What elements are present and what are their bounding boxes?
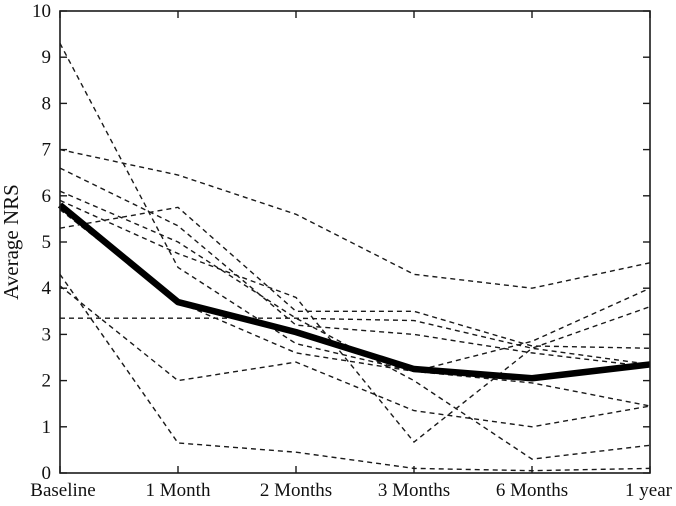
patient-line — [59, 199, 651, 444]
patient-line — [60, 317, 651, 366]
patient-line — [59, 167, 651, 368]
y-tick-label: 8 — [42, 93, 52, 114]
y-tick-label: 6 — [42, 186, 52, 207]
plot-border — [59, 10, 651, 474]
x-tick-label: 6 Months — [496, 480, 568, 501]
patient-line — [59, 206, 651, 349]
y-tick-label: 7 — [42, 140, 52, 161]
patient-line — [59, 273, 651, 472]
y-tick-label: 10 — [32, 1, 51, 22]
x-tick-label: Baseline — [30, 480, 95, 501]
y-axis-title: Average NRS — [0, 184, 23, 300]
x-tick-label: 1 year — [625, 480, 673, 501]
patient-line — [59, 209, 651, 373]
patient-line — [59, 148, 651, 289]
patient-line — [59, 285, 651, 428]
patient-line — [59, 43, 651, 407]
y-tick-label: 2 — [42, 371, 52, 392]
x-tick-label: 3 Months — [378, 480, 450, 501]
y-tick-label: 0 — [42, 463, 52, 484]
y-tick-label: 3 — [42, 324, 52, 345]
x-tick-label: 1 Month — [146, 480, 211, 501]
patient-line — [59, 190, 651, 460]
average-line — [57, 202, 651, 382]
y-tick-label: 4 — [42, 278, 52, 299]
y-tick-label: 9 — [42, 47, 52, 68]
y-tick-label: 5 — [42, 232, 52, 253]
y-tick-label: 1 — [42, 417, 52, 438]
x-tick-label: 2 Months — [260, 480, 332, 501]
